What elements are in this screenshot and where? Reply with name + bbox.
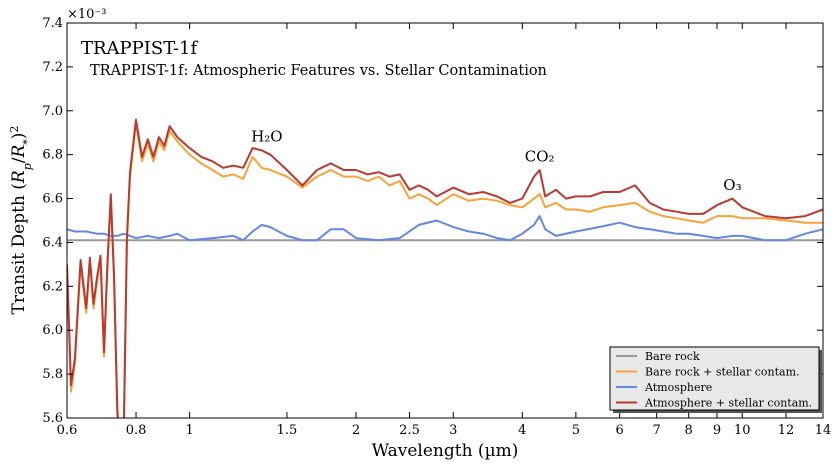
annotation-label: O₃ bbox=[723, 176, 741, 194]
x-tick-label: 3 bbox=[449, 423, 457, 438]
y-axis-label-r: R bbox=[9, 170, 29, 184]
y-axis-label-star: * bbox=[21, 139, 34, 145]
y-tick-label: 7.0 bbox=[42, 104, 63, 119]
x-tick-label: 10 bbox=[734, 423, 751, 438]
y-axis-label-r2: R bbox=[9, 145, 29, 159]
x-tick-label: 2 bbox=[352, 423, 360, 438]
x-tick-label: 9 bbox=[713, 423, 721, 438]
y-tick-label: 6.2 bbox=[42, 279, 63, 294]
x-axis-label: Wavelength (µm) bbox=[372, 441, 519, 461]
annotation-label: CO₂ bbox=[525, 147, 555, 165]
ticks-layer: 0.6 0.8 1 1.5 2 2.5 3 4 5 6 7 8 9 10 12 14 5.6 5.8 6.0 6.2 6… bbox=[42, 16, 831, 438]
series-line-3 bbox=[67, 215, 823, 242]
chart-subtitle: TRAPPIST-1f: Atmospheric Features vs. St… bbox=[90, 63, 547, 79]
y-tick-label: 6.8 bbox=[42, 148, 63, 163]
y-axis-multiplier: ×10⁻³ bbox=[67, 7, 107, 22]
y-tick-label: 7.4 bbox=[42, 16, 63, 31]
y-tick-label: 5.8 bbox=[42, 367, 63, 382]
legend-label: Bare rock bbox=[645, 350, 700, 363]
x-tick-label: 0.8 bbox=[126, 423, 147, 438]
x-tick-label: 14 bbox=[815, 423, 832, 438]
x-tick-label: 6 bbox=[616, 423, 624, 438]
x-tick-label: 5 bbox=[572, 423, 580, 438]
x-tick-label: 12 bbox=[778, 423, 795, 438]
x-tick-label: 8 bbox=[685, 423, 693, 438]
series-line-4 bbox=[67, 118, 823, 418]
x-tick-label: 2.5 bbox=[399, 423, 420, 438]
legend-label: Bare rock + stellar contam. bbox=[645, 366, 800, 379]
x-tick-label: 1.5 bbox=[277, 423, 298, 438]
y-axis-label-a: Transit Depth ( bbox=[9, 183, 29, 314]
x-tick-label: 0.6 bbox=[57, 423, 78, 438]
legend-label: Atmosphere bbox=[644, 381, 712, 394]
legend-items: Bare rock Bare rock + stellar contam. Atmo… bbox=[616, 350, 812, 410]
annotation-layer: H₂O CO₂ O₃ bbox=[251, 128, 741, 194]
y-axis-label-close: ) bbox=[9, 133, 29, 140]
y-tick-label: 5.6 bbox=[42, 411, 63, 426]
legend-label: Atmosphere + stellar contam. bbox=[644, 397, 812, 410]
annotation-label: H₂O bbox=[251, 128, 282, 146]
x-tick-label: 4 bbox=[518, 423, 526, 438]
y-tick-label: 7.2 bbox=[42, 60, 63, 75]
y-axis-label-slash: / bbox=[9, 157, 29, 163]
x-tick-label: 7 bbox=[652, 423, 660, 438]
plot-frame bbox=[66, 22, 824, 419]
y-tick-label: 6.0 bbox=[42, 323, 63, 338]
x-tick-label: 1 bbox=[185, 423, 193, 438]
legend-box bbox=[609, 346, 820, 411]
y-axis-label-p: p bbox=[21, 163, 34, 170]
series-layer bbox=[67, 118, 823, 418]
legend: Bare rock Bare rock + stellar contam. Atmo… bbox=[609, 346, 822, 413]
y-axis-label-sq: 2 bbox=[8, 126, 21, 133]
y-tick-label: 6.6 bbox=[42, 192, 63, 207]
y-tick-label: 6.4 bbox=[42, 235, 63, 250]
y-axis-label: Transit Depth (Rp/R*)2 bbox=[8, 126, 34, 315]
chart-title: TRAPPIST-1f bbox=[81, 38, 198, 59]
